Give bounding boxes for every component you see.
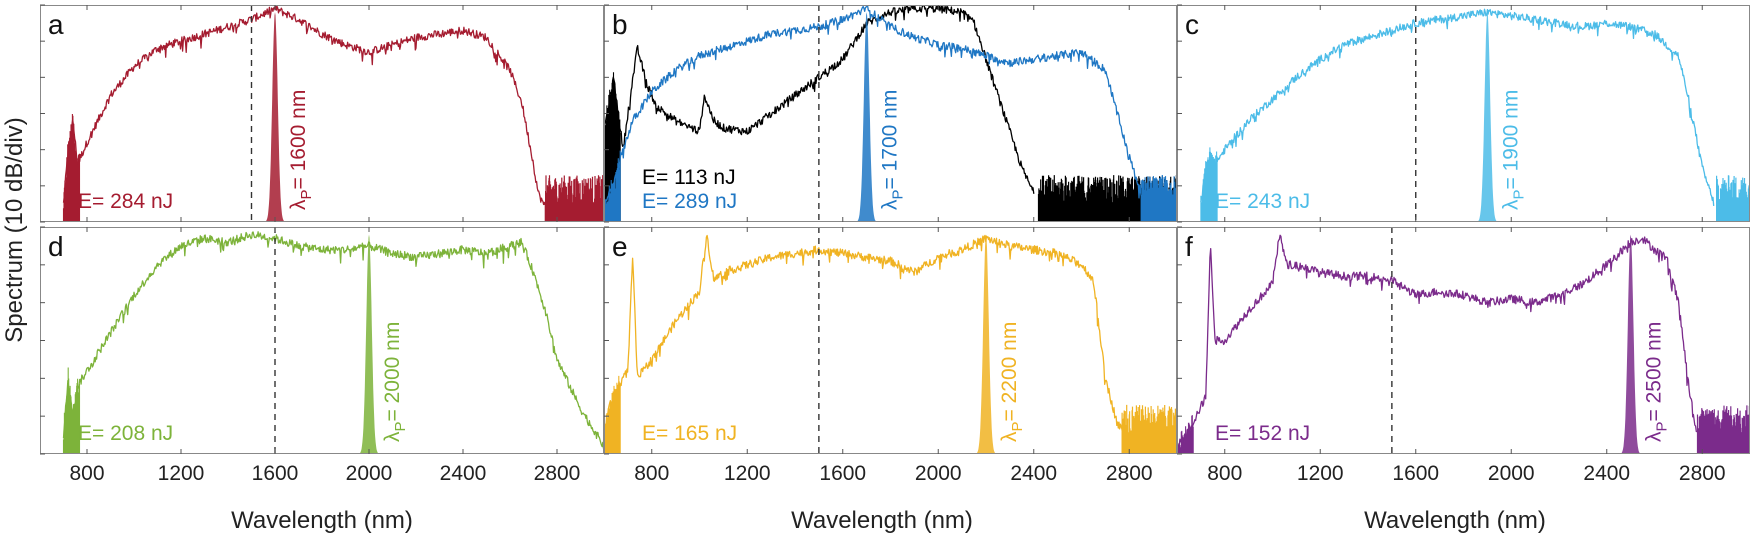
energy-label-b-2: E= 289 nJ (642, 190, 737, 213)
pump-label-subscript: P (1654, 421, 1671, 431)
energy-label-c-1: E= 243 nJ (1215, 190, 1310, 213)
pump-label-value: = 1700 nm (879, 90, 902, 190)
panel-a-plot-area (62, 5, 604, 222)
pump-spectrum-a (260, 12, 290, 222)
series-noise-floor-a-1 (544, 175, 604, 222)
panel-b-plot-area (604, 5, 1177, 222)
pump-wavelength-label-d: λP= 2000 nm (381, 322, 409, 442)
panel-f-plot-area (1177, 227, 1750, 454)
energy-label-e-1: E= 165 nJ (642, 422, 737, 445)
series-line-a-1 (62, 5, 546, 206)
panel-d-background (40, 227, 604, 454)
series-start-noise-a-1 (62, 114, 81, 222)
pump-spectrum-f (1616, 234, 1645, 454)
panel-letter-a: a (48, 9, 64, 40)
panel-a-background (40, 5, 604, 222)
x-tick-label-f: 800 (1207, 462, 1242, 485)
x-tick-label-e: 2800 (1106, 462, 1153, 485)
panel-e-plot-area (604, 227, 1177, 454)
x-tick-label-e: 800 (634, 462, 669, 485)
pump-label-symbol: λ (879, 199, 902, 210)
x-tick-label-f: 2000 (1488, 462, 1535, 485)
figure-ylabel: Spectrum (10 dB/div) (1, 117, 28, 342)
panel-letter-f: f (1185, 231, 1193, 262)
panel-d: 800 1200 1600 2000 2400 2800 d E= 208 nJ λP= 200… (40, 226, 604, 485)
x-tick-label-d: 1600 (252, 462, 299, 485)
pump-label-value: = 2200 nm (998, 322, 1021, 422)
pump-label-symbol: λ (381, 431, 404, 442)
pump-label-subscript: P (298, 189, 315, 199)
series-start-noise-c-1 (1200, 147, 1218, 222)
panel-c-plot-area (1200, 5, 1750, 222)
panel-c: c E= 243 nJ λP= 1900 nm (1177, 4, 1750, 223)
energy-label-f-1: E= 152 nJ (1215, 422, 1310, 445)
x-tick-label-e: 1600 (819, 462, 866, 485)
pump-label-symbol: λ (1643, 431, 1666, 442)
pump-spectrum-d (354, 234, 384, 454)
pump-label-subscript: P (1009, 421, 1026, 431)
series-noise-floor-e-1 (1121, 404, 1177, 454)
pump-label-subscript: P (392, 421, 409, 431)
x-tick-label-f: 2400 (1583, 462, 1630, 485)
panel-f: 800 1200 1600 2000 2400 2800 f E= 152 nJ λP= 250… (1177, 226, 1750, 485)
pump-label-value: = 2500 nm (1643, 322, 1666, 422)
panel-f-background (1177, 227, 1750, 454)
figure-xlabel-col3: Wavelength (nm) (1364, 507, 1546, 534)
series-start-noise-b-2 (604, 150, 621, 222)
pump-spectrum-c (1473, 12, 1502, 222)
pump-label-value: = 1600 nm (287, 90, 310, 190)
figure-xlabel-col2: Wavelength (nm) (791, 507, 973, 534)
panel-letter-c: c (1185, 9, 1199, 40)
panel-letter-e: e (612, 231, 628, 262)
pump-wavelength-label-a: λP= 1600 nm (287, 90, 315, 210)
energy-label-a-1: E= 284 nJ (78, 190, 173, 213)
panel-e: 800 1200 1600 2000 2400 2800 e E= 165 nJ λP= 220… (604, 226, 1177, 485)
panel-d-plot-area (62, 227, 604, 454)
series-line-b-1 (604, 5, 1035, 194)
series-line-d-1 (62, 231, 604, 449)
series-noise-floor-b-2 (1140, 175, 1177, 222)
x-tick-label-d: 1200 (158, 462, 205, 485)
pump-label-subscript: P (1510, 189, 1527, 199)
series-line-f-1 (1177, 234, 1698, 450)
panel-letter-d: d (48, 231, 64, 262)
series-noise-floor-f-1 (1696, 405, 1750, 454)
panel-a: a E= 284 nJ λP= 1600 nm (40, 4, 604, 223)
series-noise-floor-c-1 (1716, 175, 1750, 222)
pump-label-symbol: λ (998, 431, 1021, 442)
series-line-e-1 (604, 234, 1130, 442)
pump-label-symbol: λ (1499, 199, 1522, 210)
pump-spectrum-e (971, 234, 1001, 454)
pump-label-subscript: P (890, 189, 907, 199)
pump-label-value: = 2000 nm (381, 322, 404, 422)
series-line-b-2 (604, 5, 1142, 208)
panel-b: b E= 113 nJE= 289 nJ λP= 1700 nm (604, 4, 1177, 223)
series-line-c-1 (1200, 8, 1715, 206)
series-start-noise-e-1 (604, 375, 621, 454)
x-tick-label-d: 2800 (534, 462, 581, 485)
x-tick-label-e: 2000 (915, 462, 962, 485)
energy-label-b-1: E= 113 nJ (642, 166, 736, 189)
energy-label-d-1: E= 208 nJ (78, 422, 173, 445)
pump-wavelength-label-c: λP= 1900 nm (1499, 90, 1527, 210)
x-tick-label-d: 2400 (440, 462, 487, 485)
x-tick-label-f: 2800 (1679, 462, 1726, 485)
pump-spectrum-b (852, 12, 881, 222)
pump-wavelength-label-b: λP= 1700 nm (879, 90, 907, 210)
pump-label-symbol: λ (287, 199, 310, 210)
panel-letter-b: b (612, 9, 628, 40)
pump-wavelength-label-e: λP= 2200 nm (998, 322, 1026, 442)
pump-label-value: = 1900 nm (1499, 90, 1522, 190)
x-tick-label-e: 1200 (724, 462, 771, 485)
pump-wavelength-label-f: λP= 2500 nm (1643, 322, 1671, 442)
x-tick-label-d: 2000 (346, 462, 393, 485)
series-start-noise-d-1 (62, 367, 81, 454)
x-tick-label-d: 800 (69, 462, 104, 485)
x-tick-label-f: 1200 (1297, 462, 1344, 485)
x-tick-label-f: 1600 (1392, 462, 1439, 485)
figure-xlabel-col1: Wavelength (nm) (231, 507, 413, 534)
x-tick-label-e: 2400 (1010, 462, 1057, 485)
